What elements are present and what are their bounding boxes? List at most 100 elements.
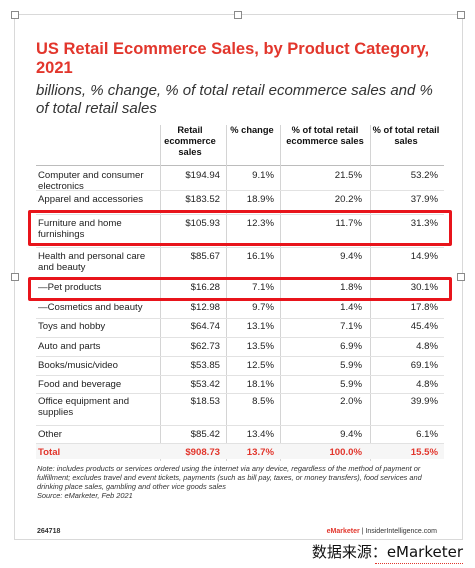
cell-change: 8.5% <box>252 396 274 407</box>
cell-share_ecom: 100.0% <box>329 447 362 458</box>
highlight-box-pet-products <box>28 277 452 301</box>
column-divider <box>226 125 227 461</box>
cell-share_ecom: 2.0% <box>340 396 362 407</box>
row-divider <box>36 190 444 191</box>
row-category: Furniture and home furnishings <box>38 218 122 240</box>
cell-sales: $64.74 <box>190 321 220 332</box>
row-category: Auto and parts <box>38 341 101 352</box>
row-divider <box>36 337 444 338</box>
cell-sales: $18.53 <box>190 396 220 407</box>
cell-sales: $194.94 <box>185 170 220 181</box>
cell-share_retail: 4.8% <box>416 379 438 390</box>
row-category: —Cosmetics and beauty <box>38 302 143 313</box>
cell-share_retail: 39.9% <box>410 396 438 407</box>
row-category: Food and beverage <box>38 379 122 390</box>
row-divider <box>36 425 444 426</box>
cell-sales: $105.93 <box>185 218 220 229</box>
row-category: Computer and consumer electronics <box>38 170 144 192</box>
cell-sales: $908.73 <box>185 447 220 458</box>
cell-change: 7.1% <box>252 282 274 293</box>
cell-share_ecom: 21.5% <box>334 170 362 181</box>
resize-handle-top-right[interactable] <box>457 11 465 19</box>
header-share-retail: % of total retail sales <box>372 125 440 146</box>
resize-handle-top-left[interactable] <box>11 11 19 19</box>
cell-share_ecom: 5.9% <box>340 379 362 390</box>
cell-sales: $16.28 <box>190 282 220 293</box>
cell-sales: $12.98 <box>190 302 220 313</box>
cell-share_ecom: 11.7% <box>335 218 363 229</box>
column-divider <box>160 125 161 461</box>
row-divider <box>36 214 444 215</box>
cell-share_ecom: 9.4% <box>340 429 362 440</box>
cell-share_retail: 14.9% <box>410 251 438 262</box>
header-rule <box>36 165 444 166</box>
column-divider <box>370 125 371 461</box>
brand-separator: | <box>359 528 366 535</box>
cell-change: 12.5% <box>246 360 274 371</box>
row-divider <box>36 443 444 444</box>
row-divider <box>36 247 444 248</box>
resize-handle-top-center[interactable] <box>234 11 242 19</box>
cell-change: 12.3% <box>246 218 274 229</box>
cell-share_ecom: 5.9% <box>340 360 362 371</box>
cell-change: 18.9% <box>246 194 274 205</box>
brand-name: eMarketer <box>326 528 360 535</box>
row-category: Total <box>38 447 61 458</box>
row-divider <box>36 393 444 394</box>
source-watermark: 数据来源：eMarketer <box>311 543 463 561</box>
cell-share_retail: 53.2% <box>410 170 438 181</box>
cell-sales: $53.42 <box>190 379 220 390</box>
row-category: Apparel and accessories <box>38 194 144 205</box>
table-note: Note: includes products or services orde… <box>37 464 442 500</box>
figure-id: 264718 <box>37 528 61 535</box>
cell-share_ecom: 7.1% <box>340 321 362 332</box>
row-category: Other <box>38 429 62 440</box>
header-share-ecommerce: % of total retail ecommerce sales <box>286 125 364 146</box>
cell-share_retail: 37.9% <box>410 194 438 205</box>
cell-change: 9.1% <box>252 170 274 181</box>
cell-change: 9.7% <box>252 302 274 313</box>
cell-change: 16.1% <box>246 251 274 262</box>
cell-sales: $85.42 <box>190 429 220 440</box>
brand-site: InsiderIntelligence.com <box>365 528 437 535</box>
cell-share_retail: 31.3% <box>410 218 438 229</box>
resize-handle-middle-left[interactable] <box>11 273 19 281</box>
source-text: Source: eMarketer, Feb 2021 <box>37 491 133 500</box>
row-divider <box>36 356 444 357</box>
brand-footer: eMarketer | InsiderIntelligence.com <box>327 528 437 535</box>
cell-change: 13.5% <box>246 341 274 352</box>
row-category: Toys and hobby <box>38 321 106 332</box>
row-category: —Pet products <box>38 282 102 293</box>
cell-share_retail: 15.5% <box>410 447 438 458</box>
cell-share_ecom: 9.4% <box>340 251 362 262</box>
highlight-box-furniture <box>28 210 452 246</box>
cell-sales: $62.73 <box>190 341 220 352</box>
cell-sales: $53.85 <box>190 360 220 371</box>
cell-change: 18.1% <box>246 379 274 390</box>
cell-share_ecom: 1.4% <box>340 302 362 313</box>
row-category: Health and personal care and beauty <box>38 251 146 273</box>
note-text: Note: includes products or services orde… <box>37 464 422 491</box>
cell-share_retail: 30.1% <box>410 282 438 293</box>
spellcheck-underline <box>375 561 463 564</box>
cell-share_ecom: 20.2% <box>334 194 362 205</box>
header-sales: Retail ecommerce sales <box>164 125 216 157</box>
resize-handle-middle-right[interactable] <box>457 273 465 281</box>
cell-share_retail: 45.4% <box>410 321 438 332</box>
row-divider <box>36 318 444 319</box>
header-change: % change <box>230 125 274 135</box>
cell-sales: $183.52 <box>185 194 220 205</box>
row-category: Office equipment and supplies <box>38 396 130 418</box>
cell-sales: $85.67 <box>190 251 220 262</box>
cell-share_ecom: 1.8% <box>340 282 362 293</box>
cell-share_retail: 6.1% <box>416 429 438 440</box>
total-row-background <box>36 444 444 459</box>
cell-change: 13.4% <box>246 429 274 440</box>
cell-share_ecom: 6.9% <box>340 341 362 352</box>
cell-change: 13.7% <box>246 447 274 458</box>
chart-title: US Retail Ecommerce Sales, by Product Ca… <box>36 40 430 77</box>
column-divider <box>280 125 281 461</box>
row-divider <box>36 375 444 376</box>
row-category: Books/music/video <box>38 360 118 371</box>
cell-change: 13.1% <box>246 321 274 332</box>
